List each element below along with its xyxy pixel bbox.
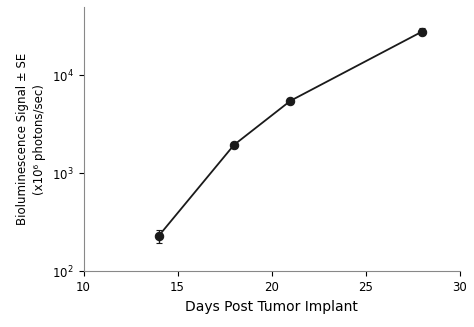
X-axis label: Days Post Tumor Implant: Days Post Tumor Implant: [185, 300, 358, 314]
Y-axis label: Bioluminescence Signal ± SE
(x10⁶ photons/sec): Bioluminescence Signal ± SE (x10⁶ photon…: [17, 53, 46, 225]
